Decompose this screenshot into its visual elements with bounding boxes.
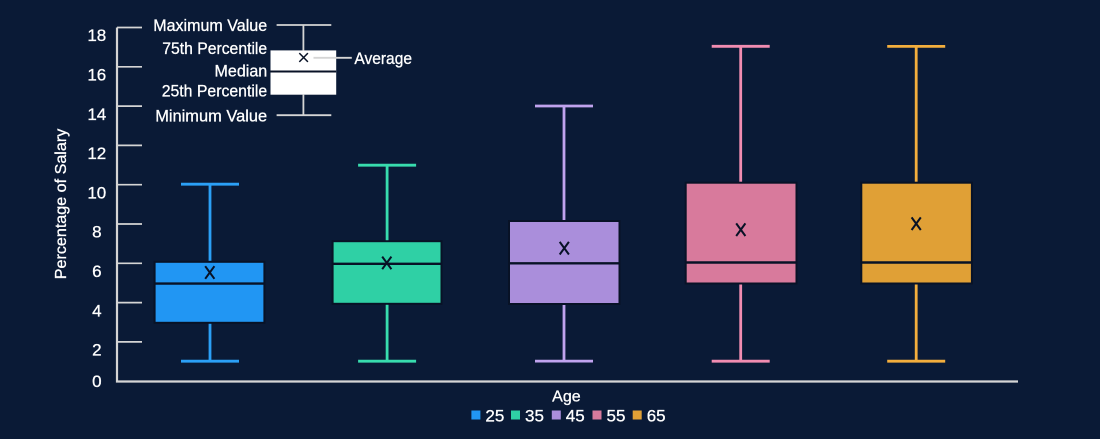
- svg-text:6: 6: [92, 262, 101, 281]
- svg-text:25th Percentile: 25th Percentile: [162, 82, 268, 101]
- svg-text:Age: Age: [552, 388, 581, 405]
- svg-text:Median: Median: [215, 61, 268, 80]
- svg-text:8: 8: [92, 223, 101, 242]
- svg-text:2: 2: [92, 341, 101, 360]
- svg-text:35: 35: [525, 406, 544, 425]
- svg-text:45: 45: [566, 406, 585, 425]
- svg-text:0: 0: [92, 372, 101, 391]
- svg-text:Percentage of Salary: Percentage of Salary: [53, 129, 70, 280]
- svg-text:4: 4: [92, 301, 101, 320]
- svg-text:16: 16: [87, 66, 106, 85]
- svg-text:55: 55: [607, 406, 626, 425]
- svg-text:14: 14: [87, 105, 106, 124]
- svg-text:18: 18: [87, 26, 106, 45]
- svg-text:65: 65: [647, 406, 666, 425]
- svg-text:12: 12: [87, 144, 106, 163]
- svg-text:25: 25: [485, 406, 504, 425]
- svg-text:10: 10: [87, 183, 106, 202]
- svg-text:Maximum Value: Maximum Value: [153, 16, 267, 35]
- svg-text:Average: Average: [354, 49, 412, 68]
- svg-text:75th Percentile: 75th Percentile: [162, 39, 267, 58]
- svg-text:Minimum Value: Minimum Value: [155, 107, 267, 126]
